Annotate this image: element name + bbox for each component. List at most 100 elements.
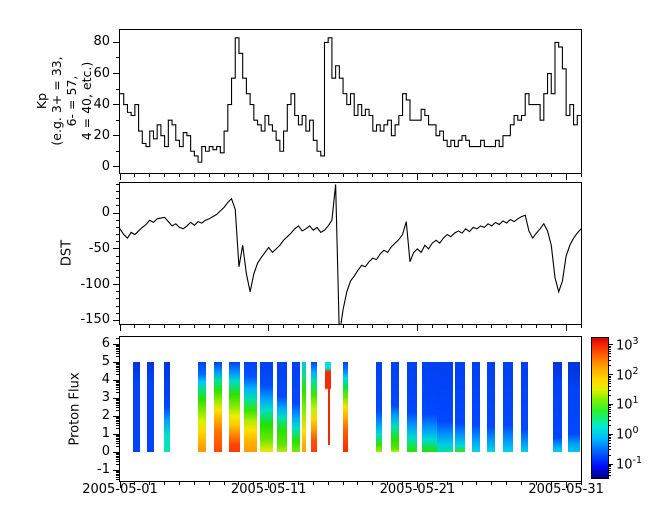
flux-stripe: [553, 362, 562, 453]
flux-stripe: [213, 362, 223, 453]
colorbar-tick: [608, 463, 613, 465]
x-tick: [461, 173, 463, 177]
y-tick: [116, 472, 120, 474]
x-tick: [297, 173, 299, 177]
x-tick: [342, 481, 344, 485]
y-tick: [116, 356, 120, 358]
y-tick: [116, 276, 120, 278]
y-tick: [116, 353, 120, 355]
x-tick: [431, 481, 433, 485]
colorbar-minor-tick: [608, 377, 611, 379]
y-tick: [116, 368, 120, 370]
y-tick: [116, 364, 120, 366]
y-tick: [116, 382, 120, 384]
dst-trace: [120, 184, 581, 324]
colorbar-minor-tick: [608, 468, 611, 470]
x-tick: [580, 324, 582, 328]
y-tick: [116, 374, 120, 376]
y-tick: [116, 198, 120, 200]
y-tick: [116, 291, 120, 293]
x-tick-label: 2005-05-01: [82, 482, 158, 497]
x-tick: [312, 481, 314, 485]
colorbar-minor-tick: [608, 375, 611, 377]
y-tick: [116, 475, 120, 477]
y-tick: [116, 452, 120, 454]
x-tick: [238, 481, 240, 485]
colorbar-minor-tick: [608, 394, 611, 396]
x-tick: [550, 173, 552, 177]
y-tick: [113, 343, 120, 345]
x-tick: [550, 324, 552, 328]
colorbar-tick-label: 100: [616, 425, 639, 443]
y-tick: [116, 458, 120, 460]
y-tick: [116, 404, 120, 406]
y-tick: [113, 469, 120, 471]
x-tick: [565, 481, 567, 488]
colorbar-minor-tick: [608, 412, 611, 414]
colorbar-tick: [608, 403, 613, 405]
x-tick: [283, 324, 285, 328]
flux-stripe: [197, 362, 207, 453]
x-tick: [476, 173, 478, 177]
x-tick: [134, 481, 136, 485]
y-tick: [113, 166, 120, 168]
x-tick: [193, 481, 195, 485]
y-tick: [116, 471, 120, 473]
x-tick: [134, 173, 136, 177]
flux-stripe: [277, 362, 288, 453]
colorbar-tick-label: 10-1: [616, 455, 643, 473]
y-tick: [116, 365, 120, 367]
y-tick-label: 60: [93, 65, 110, 81]
y-tick: [116, 241, 120, 243]
x-tick: [327, 481, 329, 485]
y-tick: [116, 479, 120, 481]
y-tick-label: 3: [101, 390, 110, 406]
x-tick: [535, 173, 537, 177]
colorbar-minor-tick: [608, 438, 611, 440]
y-tick: [113, 73, 120, 75]
y-tick: [113, 104, 120, 106]
x-tick: [327, 324, 329, 328]
x-tick: [416, 173, 418, 180]
y-tick: [113, 248, 120, 250]
x-tick: [491, 481, 493, 485]
y-tick: [116, 454, 120, 456]
y-tick: [116, 455, 120, 457]
y-tick-label: 20: [93, 127, 110, 143]
flux-stripe: [291, 362, 300, 453]
y-tick: [113, 212, 120, 214]
colorbar-minor-tick: [608, 436, 611, 438]
y-tick: [116, 345, 120, 347]
colorbar-tick-label: 102: [616, 365, 639, 383]
x-tick: [193, 324, 195, 328]
y-tick: [116, 437, 120, 439]
proton-flux-panel: [119, 336, 582, 482]
x-tick: [402, 173, 404, 177]
x-tick: [521, 481, 523, 485]
y-tick: [116, 262, 120, 264]
colorbar-tick-label: 101: [616, 395, 639, 413]
y-tick: [116, 422, 120, 424]
x-tick: [461, 481, 463, 485]
x-tick: [223, 481, 225, 485]
colorbar-minor-tick: [608, 440, 611, 442]
x-tick: [387, 173, 389, 177]
y-tick: [116, 349, 120, 351]
y-tick: [113, 451, 120, 453]
y-tick: [113, 415, 120, 417]
x-tick: [342, 324, 344, 328]
x-tick-label: 2005-05-21: [379, 482, 456, 497]
colorbar-minor-tick: [608, 442, 611, 444]
y-tick: [116, 434, 120, 436]
y-tick-label: -100: [80, 276, 110, 292]
y-tick: [113, 397, 120, 399]
colorbar-minor-tick: [608, 466, 611, 468]
colorbar-minor-tick: [608, 405, 611, 407]
y-tick: [113, 433, 120, 435]
x-tick: [238, 173, 240, 177]
flux-stripe: [455, 362, 465, 453]
y-tick: [116, 435, 120, 437]
y-tick-label: -1: [97, 462, 110, 478]
y-tick-label: -50: [88, 240, 110, 256]
x-tick: [491, 324, 493, 328]
